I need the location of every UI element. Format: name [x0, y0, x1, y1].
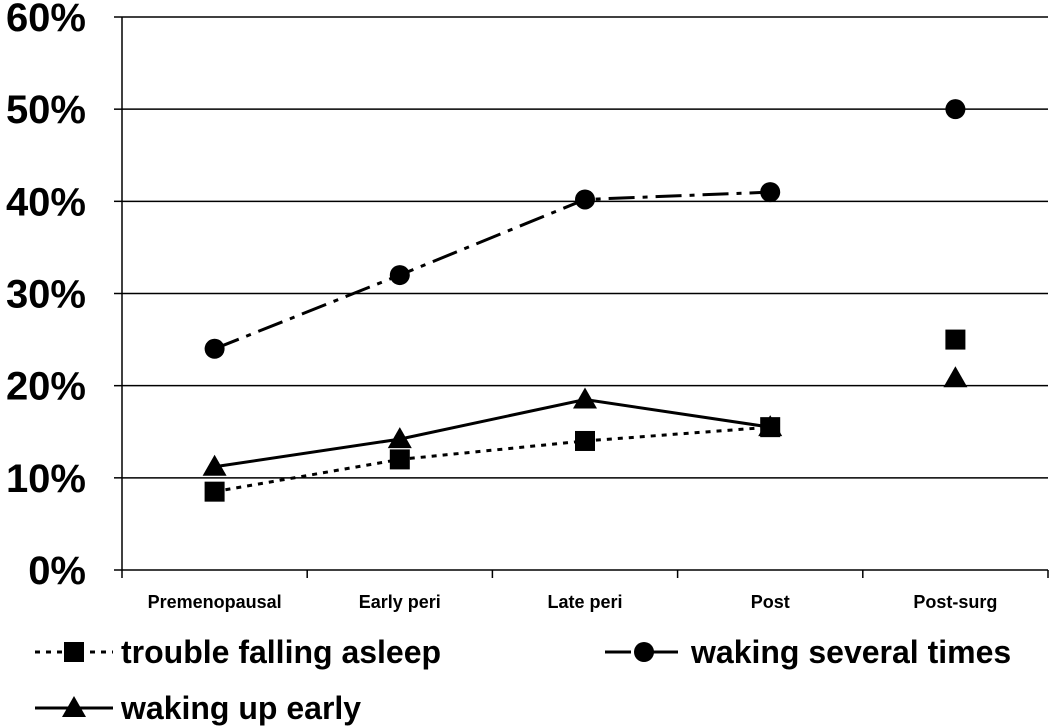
- y-tick-label: 30%: [6, 273, 86, 317]
- y-tick-label: 60%: [6, 0, 86, 40]
- y-tick-label: 10%: [6, 457, 86, 501]
- legend-item-trouble-falling-asleep: trouble falling asleep: [35, 634, 441, 670]
- point-trouble-falling-asleep: [945, 329, 966, 350]
- point-waking-several-times: [389, 265, 410, 286]
- series-line-waking-several-times: [214, 190, 771, 351]
- legend-marker-square: [64, 642, 84, 662]
- point-trouble-falling-asleep: [389, 449, 410, 470]
- point-waking-up-early: [202, 454, 227, 476]
- point-waking-up-early: [758, 415, 783, 437]
- point-trouble-falling-asleep: [575, 430, 595, 451]
- series-line-waking-up-early: [214, 397, 771, 469]
- x-tick-label: Post: [751, 592, 790, 612]
- legend: trouble falling asleep waking several tim…: [35, 634, 1011, 726]
- series-line-trouble-falling-asleep: [214, 425, 771, 494]
- point-waking-up-early: [943, 366, 968, 388]
- legend-item-waking-up-early: waking up early: [35, 690, 361, 726]
- legend-label: trouble falling asleep: [121, 634, 441, 670]
- x-tick-label: Early peri: [359, 592, 441, 612]
- point-waking-several-times: [575, 189, 595, 210]
- x-tick-label: Premenopausal: [148, 592, 282, 612]
- y-tick-label: 0%: [28, 549, 86, 593]
- axes: [114, 16, 1049, 578]
- legend-marker-triangle: [62, 696, 86, 717]
- y-tick-label: 20%: [6, 365, 86, 409]
- legend-label: waking several times: [690, 634, 1011, 670]
- series-markers: [202, 99, 968, 502]
- y-tick-label: 50%: [6, 88, 86, 132]
- point-waking-up-early: [573, 387, 597, 409]
- point-trouble-falling-asleep: [204, 481, 225, 502]
- gridlines: [122, 16, 1048, 479]
- point-waking-up-early: [387, 427, 412, 449]
- point-waking-several-times: [945, 99, 966, 120]
- point-waking-several-times: [204, 338, 225, 359]
- y-tick-label: 40%: [6, 180, 86, 224]
- series-lines: [214, 190, 771, 494]
- legend-marker-circle: [634, 642, 654, 662]
- point-waking-several-times: [760, 182, 781, 203]
- x-tick-label: Late peri: [547, 592, 622, 612]
- tick-labels: 0% 10% 20% 30% 40% 50% 60% Premenopausal Early p…: [6, 0, 997, 612]
- legend-item-waking-several-times: waking several times: [605, 634, 1011, 670]
- x-tick-label: Post-surg: [913, 592, 997, 612]
- legend-label: waking up early: [120, 690, 361, 726]
